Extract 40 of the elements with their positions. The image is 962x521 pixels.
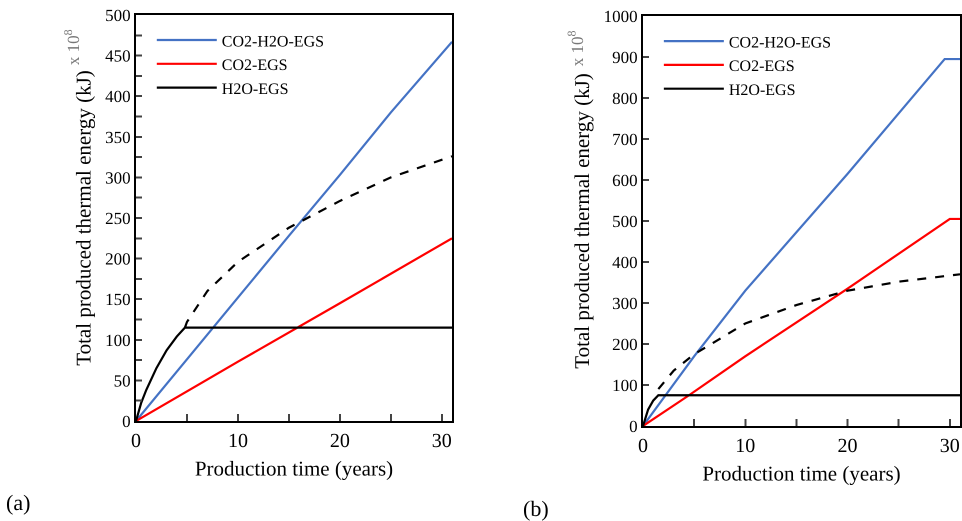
legend-label: CO2-H2O-EGS — [222, 33, 324, 50]
y-tick-label: 800 — [612, 88, 638, 108]
y-tick-label: 900 — [612, 48, 638, 67]
y-tick-label: 500 — [612, 212, 638, 231]
y-tick-label: 0 — [629, 416, 638, 436]
y-tick-label: 100 — [105, 330, 131, 350]
y-tick-label: 500 — [105, 6, 131, 25]
x-tick-label: 10 — [228, 430, 248, 452]
y-tick-label: 350 — [105, 128, 131, 147]
x-tick-label: 20 — [838, 435, 858, 457]
y-tick-label: 700 — [612, 130, 638, 149]
y-tick-label: 300 — [612, 294, 638, 313]
x-tick-label: 10 — [735, 435, 756, 457]
y-tick-label: 400 — [612, 252, 638, 272]
y-tick-label: 0 — [122, 412, 131, 431]
y-tick-label: 200 — [105, 250, 131, 269]
legend-label: CO2-H2O-EGS — [728, 34, 832, 52]
x-tick-label: 20 — [330, 430, 350, 452]
y-tick-label: 600 — [612, 170, 638, 190]
y-tick-label: 1000 — [604, 6, 638, 26]
legend-label: H2O-EGS — [728, 82, 796, 99]
x-axis-title: Production time (years) — [194, 456, 394, 481]
text: (b) — [523, 496, 549, 521]
y-axis-title: Total produced thermal energy (kJ) — [570, 73, 594, 369]
legend-label: CO2-EGS — [728, 58, 795, 76]
y-tick-label: 100 — [612, 376, 638, 395]
y-tick-label: 300 — [105, 168, 131, 188]
text: (a) — [6, 490, 30, 515]
x-axis-title: Production time (years) — [702, 462, 901, 486]
y-tick-label: 200 — [612, 334, 638, 354]
y-axis-title: Total produced thermal energy (kJ) — [72, 70, 96, 366]
y-tick-label: 150 — [105, 290, 131, 310]
x-tick-label: 30 — [940, 435, 960, 457]
legend-label: CO2-EGS — [222, 57, 288, 74]
legend-label: H2O-EGS — [222, 80, 288, 98]
y-tick-label: 50 — [114, 371, 131, 390]
x-tick-label: 30 — [432, 430, 452, 452]
y-tick-label: 250 — [105, 208, 131, 228]
y-tick-label: 450 — [105, 46, 131, 66]
y-tick-label: 400 — [105, 87, 131, 106]
